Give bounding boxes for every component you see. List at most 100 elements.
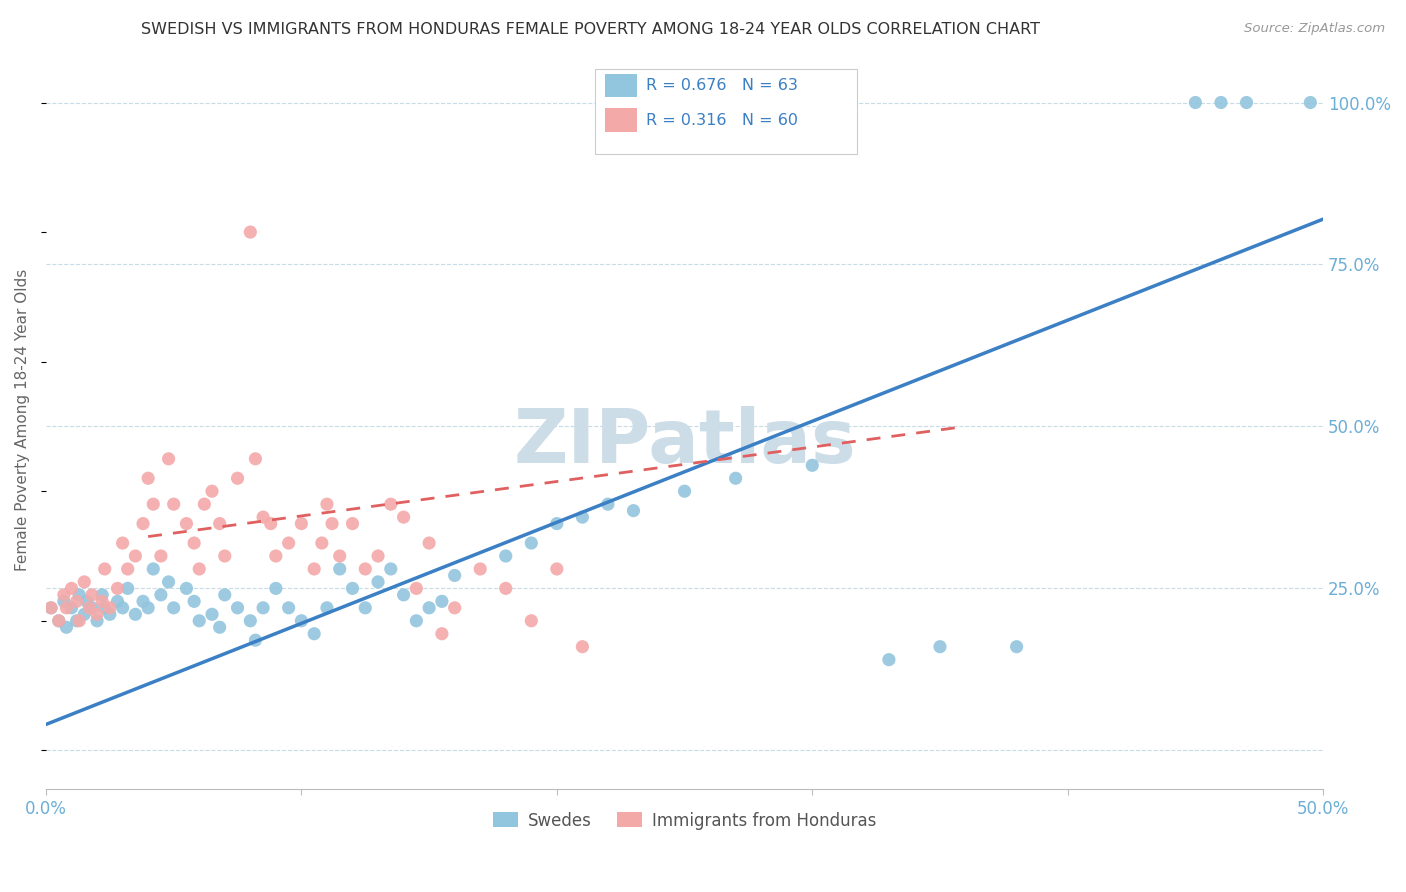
Point	[48, 614, 70, 628]
Point	[354, 562, 377, 576]
Point	[157, 451, 180, 466]
Point	[91, 588, 114, 602]
Point	[342, 582, 364, 596]
Point	[392, 510, 415, 524]
Point	[98, 600, 121, 615]
Point	[80, 600, 103, 615]
Point	[302, 562, 325, 576]
Point	[571, 640, 593, 654]
Point	[226, 471, 249, 485]
Point	[329, 562, 352, 576]
Point	[367, 574, 389, 589]
Point	[405, 614, 427, 628]
Point	[142, 497, 165, 511]
Point	[157, 574, 180, 589]
Point	[183, 594, 205, 608]
Point	[239, 225, 262, 239]
Point	[208, 620, 231, 634]
Point	[380, 497, 402, 511]
Point	[495, 549, 517, 563]
Point	[311, 536, 333, 550]
Point	[52, 588, 75, 602]
Point	[214, 549, 236, 563]
Point	[65, 594, 87, 608]
Point	[1299, 95, 1322, 110]
Point	[392, 588, 415, 602]
Point	[86, 607, 108, 622]
Point	[55, 600, 77, 615]
Point	[55, 620, 77, 634]
Point	[495, 582, 517, 596]
Point	[1209, 95, 1232, 110]
Point	[201, 607, 224, 622]
Point	[342, 516, 364, 531]
Point	[149, 549, 172, 563]
Point	[520, 536, 543, 550]
Point	[67, 614, 90, 628]
Text: SWEDISH VS IMMIGRANTS FROM HONDURAS FEMALE POVERTY AMONG 18-24 YEAR OLDS CORRELA: SWEDISH VS IMMIGRANTS FROM HONDURAS FEMA…	[141, 22, 1040, 37]
Point	[98, 607, 121, 622]
Point	[132, 516, 155, 531]
Point	[60, 582, 83, 596]
Point	[65, 614, 87, 628]
Point	[260, 516, 283, 531]
Point	[405, 582, 427, 596]
Point	[117, 562, 139, 576]
Point	[39, 600, 62, 615]
Text: Source: ZipAtlas.com: Source: ZipAtlas.com	[1244, 22, 1385, 36]
Point	[183, 536, 205, 550]
Point	[149, 588, 172, 602]
Point	[73, 607, 96, 622]
FancyBboxPatch shape	[595, 70, 858, 154]
Point	[316, 600, 339, 615]
Point	[264, 582, 287, 596]
Point	[264, 549, 287, 563]
Point	[724, 471, 747, 485]
Point	[107, 594, 129, 608]
Point	[252, 600, 274, 615]
Point	[329, 549, 352, 563]
Point	[245, 451, 267, 466]
Point	[136, 471, 159, 485]
Point	[163, 600, 186, 615]
Point	[321, 516, 343, 531]
Point	[623, 503, 645, 517]
Point	[124, 549, 146, 563]
Point	[76, 594, 98, 608]
Point	[1005, 640, 1028, 654]
Point	[277, 600, 299, 615]
Point	[111, 536, 134, 550]
Point	[142, 562, 165, 576]
Point	[443, 568, 465, 582]
Point	[193, 497, 215, 511]
Point	[188, 562, 211, 576]
Point	[239, 614, 262, 628]
Point	[111, 600, 134, 615]
Text: ZIPatlas: ZIPatlas	[513, 406, 856, 479]
Point	[176, 516, 198, 531]
Point	[208, 516, 231, 531]
FancyBboxPatch shape	[606, 73, 637, 97]
Point	[245, 633, 267, 648]
Point	[277, 536, 299, 550]
Point	[290, 614, 312, 628]
Point	[470, 562, 492, 576]
Point	[176, 582, 198, 596]
Legend: Swedes, Immigrants from Honduras: Swedes, Immigrants from Honduras	[486, 805, 883, 837]
Point	[80, 588, 103, 602]
Text: R = 0.676   N = 63: R = 0.676 N = 63	[647, 78, 799, 93]
Point	[1236, 95, 1258, 110]
Point	[418, 536, 440, 550]
Point	[290, 516, 312, 531]
Point	[163, 497, 186, 511]
Point	[73, 574, 96, 589]
Point	[929, 640, 952, 654]
Point	[107, 582, 129, 596]
FancyBboxPatch shape	[606, 108, 637, 132]
Point	[302, 626, 325, 640]
Point	[226, 600, 249, 615]
Point	[117, 582, 139, 596]
Point	[520, 614, 543, 628]
Point	[132, 594, 155, 608]
Point	[201, 484, 224, 499]
